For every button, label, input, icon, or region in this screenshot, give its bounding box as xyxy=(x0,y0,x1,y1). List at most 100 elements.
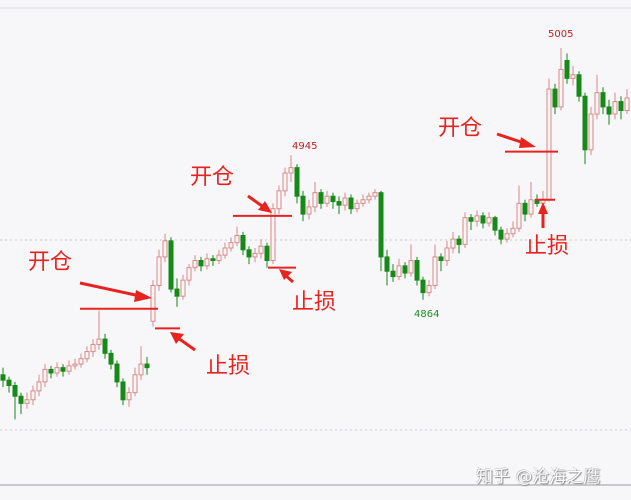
candle-up xyxy=(252,248,258,263)
candle-up xyxy=(54,362,60,377)
candle-up xyxy=(228,237,234,252)
candle-up xyxy=(324,190,330,207)
candle-body xyxy=(294,167,300,197)
candle-up xyxy=(90,339,96,357)
candle-up xyxy=(306,199,312,220)
candle-up xyxy=(288,155,294,182)
candle-body xyxy=(48,368,54,374)
candle-down xyxy=(108,349,114,370)
candle-up xyxy=(312,181,318,213)
candle-body xyxy=(276,190,282,210)
candle-down xyxy=(600,87,606,115)
candle-down xyxy=(564,53,570,84)
candle-up xyxy=(408,244,414,277)
candle-body xyxy=(420,279,426,294)
candle-body xyxy=(120,381,126,401)
peak-label-high: 4945 xyxy=(292,141,318,152)
candle-body xyxy=(144,363,150,369)
candle-up xyxy=(72,358,78,370)
candle-down xyxy=(300,190,306,222)
candle-body xyxy=(180,279,186,297)
candle-down xyxy=(60,364,66,377)
arrow-stop-2 xyxy=(279,269,294,284)
candle-up xyxy=(426,280,432,297)
candle-up xyxy=(624,89,630,115)
candle-body xyxy=(516,202,522,229)
candle-up xyxy=(162,233,168,263)
candle-body xyxy=(624,97,630,111)
candle-down xyxy=(12,381,18,420)
candle-up xyxy=(192,255,198,272)
candle-body xyxy=(408,260,414,274)
candle-body xyxy=(168,240,174,290)
candle-body xyxy=(474,215,480,222)
candle-up xyxy=(216,249,222,265)
candle-body xyxy=(306,206,312,215)
candle-body xyxy=(66,365,72,372)
candle-down xyxy=(606,99,612,125)
candle-up xyxy=(366,192,372,204)
candle-up xyxy=(276,185,282,215)
candle-body xyxy=(588,113,594,151)
entry-label: 开仓 xyxy=(190,165,235,190)
candle-down xyxy=(174,278,180,307)
candle-body xyxy=(468,217,474,222)
candle-body xyxy=(0,374,6,381)
candle-body xyxy=(222,247,228,256)
peak-label-low: 4864 xyxy=(414,309,440,320)
candle-body xyxy=(498,229,504,240)
candle-body xyxy=(522,202,528,215)
candle-body xyxy=(78,358,84,365)
candle-up xyxy=(24,392,30,409)
candle-up xyxy=(486,212,492,227)
candle-body xyxy=(324,195,330,204)
candle-body xyxy=(336,201,342,206)
candle-down xyxy=(402,262,408,279)
candle-body xyxy=(456,238,462,245)
candle-body xyxy=(96,338,102,345)
candle-body xyxy=(318,192,324,204)
candle-body xyxy=(156,256,162,286)
candle-body xyxy=(618,101,624,111)
candle-body xyxy=(576,74,582,97)
candle-body xyxy=(30,390,36,401)
candle-body xyxy=(36,381,42,392)
candle-body xyxy=(60,367,66,372)
candle-up xyxy=(594,74,600,120)
candle-up xyxy=(204,253,210,270)
candle-down xyxy=(330,192,336,209)
candle-body xyxy=(558,68,564,108)
candle-down xyxy=(492,215,498,236)
candle-body xyxy=(462,217,468,245)
candle-up xyxy=(570,65,576,86)
candle-body xyxy=(282,172,288,192)
candle-down xyxy=(0,367,6,388)
candle-up xyxy=(360,194,366,207)
arrow-entry-2 xyxy=(247,194,272,213)
candle-body xyxy=(54,367,60,374)
candle-down xyxy=(198,256,204,272)
peak-label-high: 5005 xyxy=(548,29,574,40)
stop-loss-label: 止损 xyxy=(525,234,570,259)
candle-body xyxy=(360,199,366,204)
candle-up xyxy=(516,185,522,232)
candle-body xyxy=(186,267,192,281)
candle-body xyxy=(204,258,210,267)
candle-body xyxy=(552,88,558,108)
candle-body xyxy=(264,245,270,261)
candle-up xyxy=(138,346,144,381)
candle-up xyxy=(66,360,72,375)
candle-up xyxy=(126,387,132,407)
candle-down xyxy=(438,253,444,272)
candle-up xyxy=(156,249,162,291)
candle-body xyxy=(72,363,78,367)
candle-down xyxy=(18,392,24,415)
candle-body xyxy=(384,256,390,272)
candle-body xyxy=(198,260,204,267)
candle-up xyxy=(342,192,348,211)
candle-down xyxy=(456,235,462,254)
candle-up xyxy=(234,226,240,247)
candle-down xyxy=(468,214,474,231)
candle-body xyxy=(234,235,240,244)
candle-body xyxy=(378,192,384,258)
